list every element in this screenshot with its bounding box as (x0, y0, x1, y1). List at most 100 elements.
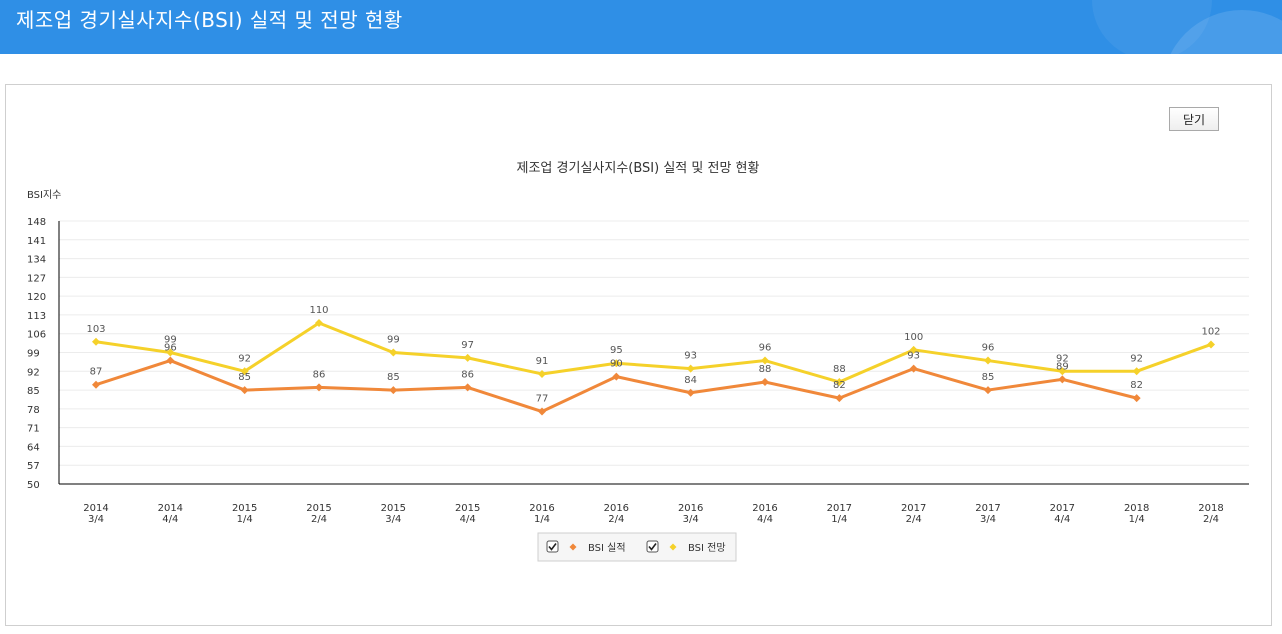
data-point-marker (1207, 340, 1215, 349)
data-label: 97 (461, 340, 474, 351)
x-tick-label-quarter: 4/4 (162, 514, 178, 525)
y-tick-label: 57 (27, 461, 40, 472)
data-point-marker (835, 378, 844, 387)
data-point-marker (761, 356, 769, 365)
x-tick-label-year: 2014 (158, 503, 183, 514)
data-label: 92 (1056, 353, 1069, 364)
data-label: 84 (684, 375, 697, 386)
data-point-marker (612, 359, 621, 368)
data-label: 85 (238, 372, 251, 383)
x-tick-label-quarter: 4/4 (757, 514, 773, 525)
x-tick-label-quarter: 2/4 (1203, 514, 1219, 525)
data-label: 99 (387, 335, 400, 346)
legend-label[interactable]: BSI 전망 (688, 542, 726, 554)
x-tick-label-year: 2014 (83, 503, 108, 514)
data-point-marker (315, 318, 323, 327)
data-point-marker (538, 369, 546, 378)
data-point-marker (835, 394, 844, 403)
x-tick-label-quarter: 2/4 (311, 514, 327, 525)
data-label: 92 (238, 353, 251, 364)
data-point-marker (166, 348, 175, 357)
legend-marker (669, 543, 677, 551)
x-tick-label-year: 2016 (678, 503, 703, 514)
data-point-marker (1058, 367, 1067, 376)
y-tick-label: 78 (27, 405, 40, 416)
x-tick-label-quarter: 4/4 (1054, 514, 1070, 525)
data-point-marker (686, 364, 695, 373)
x-tick-label-year: 2017 (901, 503, 926, 514)
data-point-marker (984, 356, 992, 365)
checkmark-icon (648, 543, 657, 551)
data-label: 88 (759, 364, 772, 375)
data-point-marker (909, 345, 918, 354)
data-label: 77 (536, 394, 549, 405)
data-label: 93 (907, 351, 920, 362)
data-point-marker (240, 367, 249, 376)
data-label: 99 (164, 335, 177, 346)
data-label: 102 (1201, 326, 1220, 337)
y-tick-label: 141 (27, 236, 46, 247)
x-tick-label-year: 2015 (306, 503, 331, 514)
y-tick-label: 71 (27, 424, 40, 435)
x-tick-label-year: 2015 (455, 503, 480, 514)
data-label: 110 (309, 305, 328, 316)
legend-marker (569, 543, 577, 551)
x-tick-label-quarter: 1/4 (237, 514, 253, 525)
y-tick-label: 64 (27, 442, 40, 453)
data-point-marker (389, 386, 398, 395)
close-button[interactable]: 닫기 (1169, 107, 1219, 131)
data-label: 82 (1130, 380, 1143, 391)
data-point-marker (463, 383, 472, 392)
data-label: 86 (461, 369, 474, 380)
data-label: 93 (684, 351, 697, 362)
data-point-marker (315, 383, 323, 392)
y-tick-label: 99 (27, 349, 40, 360)
legend-checkbox[interactable] (546, 540, 559, 553)
x-tick-label-year: 2016 (604, 503, 629, 514)
y-tick-label: 134 (27, 255, 46, 266)
legend-label[interactable]: BSI 실적 (588, 542, 626, 554)
y-tick-label: 92 (27, 367, 40, 378)
data-label: 103 (86, 324, 105, 335)
y-tick-label: 148 (27, 217, 46, 228)
data-label: 96 (982, 343, 995, 354)
data-label: 87 (90, 367, 103, 378)
y-tick-label: 113 (27, 311, 46, 322)
y-tick-label: 106 (27, 330, 46, 341)
data-point-marker (538, 407, 546, 416)
data-point-marker (240, 386, 249, 395)
legend-checkbox[interactable] (646, 540, 659, 553)
data-label: 90 (610, 359, 623, 370)
data-label: 96 (759, 343, 772, 354)
x-tick-label-year: 2015 (232, 503, 257, 514)
data-label: 82 (833, 380, 846, 391)
x-tick-label-year: 2016 (752, 503, 777, 514)
y-tick-label: 85 (27, 386, 40, 397)
data-point-marker (984, 386, 992, 395)
data-label: 96 (164, 343, 177, 354)
data-label: 100 (904, 332, 923, 343)
data-point-marker (1132, 394, 1141, 403)
data-point-marker (1058, 375, 1067, 384)
x-tick-label-quarter: 1/4 (534, 514, 550, 525)
data-point-marker (92, 337, 100, 346)
y-axis-label: BSI지수 (27, 189, 61, 201)
x-tick-label-quarter: 1/4 (831, 514, 847, 525)
x-tick-label-year: 2017 (1050, 503, 1075, 514)
data-label: 85 (982, 372, 995, 383)
data-point-marker (463, 353, 472, 362)
x-tick-label-year: 2018 (1124, 503, 1149, 514)
data-point-marker (389, 348, 398, 357)
x-tick-label-quarter: 3/4 (980, 514, 996, 525)
data-label: 85 (387, 372, 400, 383)
header-bar: 제조업 경기실사지수(BSI) 실적 및 전망 현황 (0, 0, 1282, 54)
series-line-forecast (95, 321, 1212, 384)
data-point-marker (909, 364, 918, 373)
x-tick-label-quarter: 3/4 (683, 514, 699, 525)
x-tick-label-quarter: 2/4 (608, 514, 624, 525)
data-point-marker (612, 372, 621, 381)
y-tick-label: 120 (27, 292, 46, 303)
data-point-marker (166, 356, 175, 365)
page-title: 제조업 경기실사지수(BSI) 실적 및 전망 현황 (16, 8, 403, 32)
